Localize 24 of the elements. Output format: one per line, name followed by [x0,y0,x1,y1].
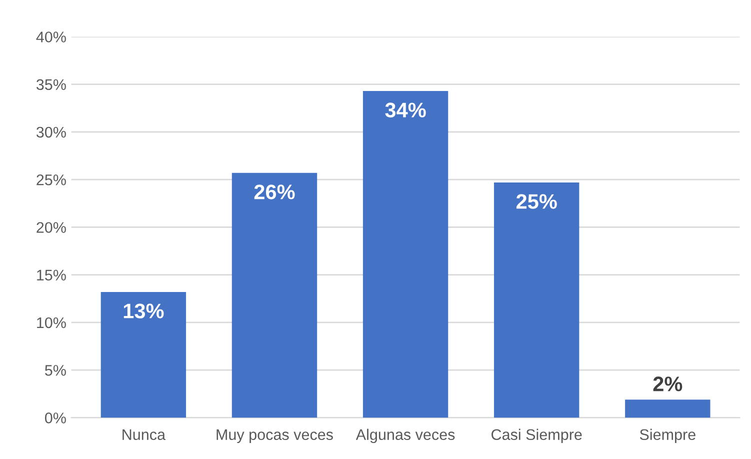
x-tick-label: Casi Siempre [492,428,582,444]
y-tick-label: 35% [36,79,66,90]
bar [362,91,448,418]
x-tick-label: Muy pocas veces [216,429,333,444]
bar [232,172,318,418]
x-tick-label: Algunas veces [356,428,455,444]
data-label: 34% [385,102,426,118]
y-tick-label: 0% [45,412,66,424]
x-tick-label: Siempre [640,428,696,444]
bar [494,182,580,418]
bar [625,400,710,418]
bar [100,292,186,418]
y-tick-label: 30% [36,126,66,138]
data-label: 26% [254,184,295,200]
x-tick-label: Nunca [122,429,166,440]
y-tick-label: 20% [36,222,66,233]
y-tick-label: 5% [45,365,66,376]
y-tick-label: 25% [36,174,66,186]
y-tick-label: 10% [37,317,66,328]
data-label: 13% [124,304,164,318]
data-label: 25% [516,194,557,209]
y-tick-label: 40% [36,32,66,42]
data-label: 2% [653,376,682,392]
y-tick-label: 15% [37,270,66,281]
